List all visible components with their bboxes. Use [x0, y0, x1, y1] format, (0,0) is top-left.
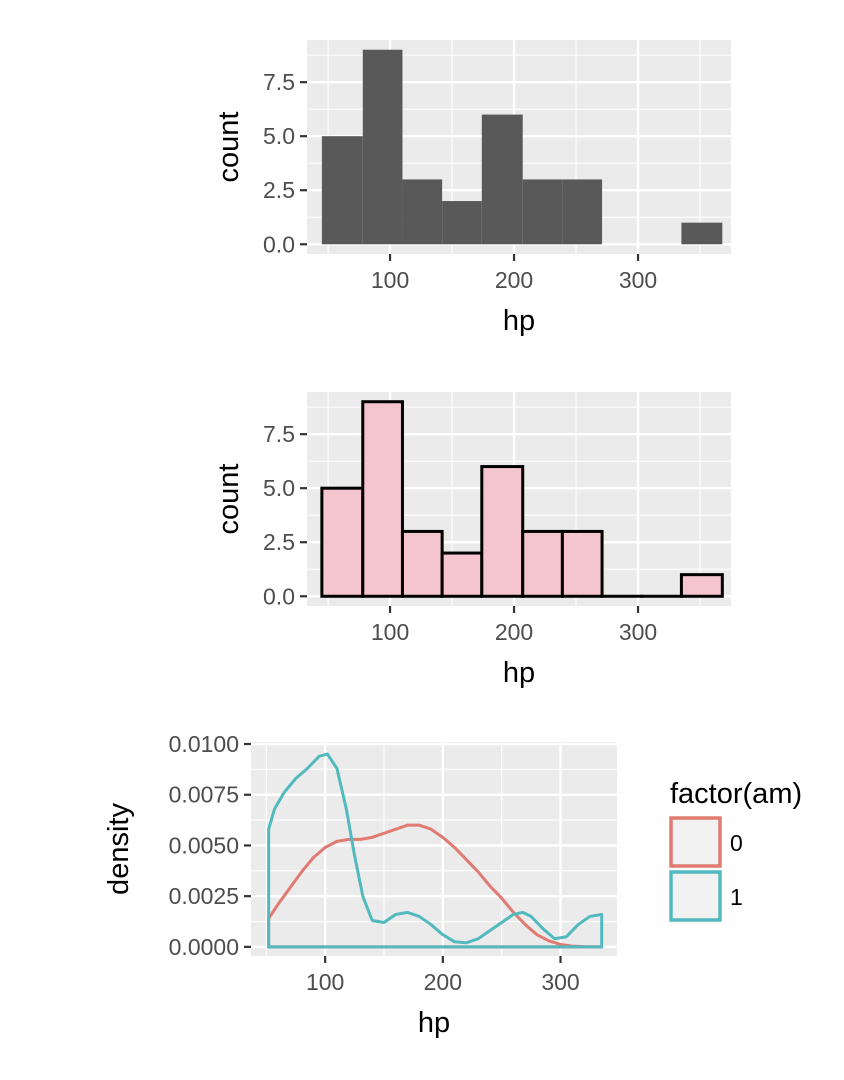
histogram-dark-x-tick-label: 100 [371, 267, 409, 293]
histogram-dark-ticks: 100 200 300 0.0 2.5 5.0 7.5 [263, 69, 657, 293]
density-y-tick-label: 0.0075 [169, 782, 239, 808]
histogram-dark-y-tick-label: 7.5 [263, 69, 295, 95]
histogram-dark-y-tick-label: 0.0 [263, 231, 295, 257]
density-y-axis-title: density [103, 803, 135, 895]
histogram-pink-bar-1 [361, 400, 404, 598]
histogram-dark-x-tick-label: 300 [619, 267, 657, 293]
density-y-tick-label: 0.0025 [169, 883, 239, 909]
histogram-dark-y-tick-label: 5.0 [263, 123, 295, 149]
legend-label-1: 1 [730, 884, 743, 910]
histogram-dark-y-axis-title: count [213, 112, 245, 183]
histogram-pink-y-tick-label: 2.5 [263, 529, 295, 555]
histogram-dark-bars [321, 49, 723, 245]
histogram-pink-bar-9 [679, 573, 724, 598]
histogram-pink-panel: 100 200 300 0.0 2.5 5.0 7.5 hp count [213, 392, 731, 689]
histogram-pink-bar-5 [521, 529, 564, 598]
density-background [251, 742, 617, 956]
histogram-pink-x-axis-title: hp [503, 657, 535, 689]
density-x-tick-label: 100 [306, 969, 344, 995]
histogram-dark-bar-3 [442, 201, 482, 245]
density-panel: 100 200 3000.00000.00250.00500.00750.0100 … [103, 731, 617, 1039]
histogram-pink-x-tick-label: 100 [371, 619, 409, 645]
histogram-pink-x-tick-label: 200 [495, 619, 533, 645]
histogram-pink-bar-2 [400, 529, 444, 598]
histogram-dark-panel: 100 200 300 0.0 2.5 5.0 7.5 hp count [213, 40, 731, 337]
density-curve-1 [267, 752, 604, 949]
legend-key-0 [669, 816, 722, 868]
density-ticks: 100 200 300 0.0000 0.0025 0.0050 0.0075 0.0100 [169, 731, 580, 995]
histogram-dark-bar-6 [562, 179, 603, 245]
histogram-pink-ticks: 100 200 300 0.0 2.5 5.0 7.5 [263, 421, 657, 645]
density-y-tick-label: 0.0050 [169, 832, 239, 858]
density-x-tick-label: 300 [541, 969, 579, 995]
histogram-pink-bar-6 [560, 529, 604, 598]
histogram-dark-x-tick-label: 200 [495, 267, 533, 293]
density-y-tick-label: 0.0100 [169, 731, 239, 757]
density-curves [267, 752, 604, 949]
histogram-pink-y-tick-label: 5.0 [263, 475, 295, 501]
histogram-dark-bar-0 [321, 136, 363, 245]
histogram-pink-y-axis-title: count [213, 464, 245, 535]
density-curve-0 [267, 823, 604, 949]
histogram-pink-bar-3 [440, 551, 484, 598]
histogram-dark-bar-2 [402, 179, 443, 245]
histogram-dark-bar-5 [522, 179, 563, 245]
legend-title: factor(am) [670, 778, 802, 810]
legend-label-0: 0 [730, 830, 743, 856]
histogram-pink-y-tick-label: 0.0 [263, 583, 295, 609]
legend: factor(am) 0 1 [669, 778, 802, 922]
histogram-dark-x-axis-title: hp [503, 305, 535, 337]
density-x-tick-label: 200 [424, 969, 462, 995]
histogram-pink-bar-4 [480, 465, 525, 598]
histogram-dark-bar-4 [481, 114, 523, 245]
histogram-pink-x-tick-label: 300 [619, 619, 657, 645]
histogram-pink-bars [320, 400, 724, 598]
histogram-pink-bar-0 [320, 486, 365, 598]
histogram-pink-y-tick-label: 7.5 [263, 421, 295, 447]
histogram-dark-bar-9 [681, 222, 723, 245]
density-x-axis-title: hp [418, 1007, 450, 1039]
histogram-dark-y-tick-label: 2.5 [263, 177, 295, 203]
legend-key-1 [669, 870, 722, 922]
density-y-tick-label: 0.0000 [169, 934, 239, 960]
histogram-dark-bar-1 [362, 49, 403, 245]
